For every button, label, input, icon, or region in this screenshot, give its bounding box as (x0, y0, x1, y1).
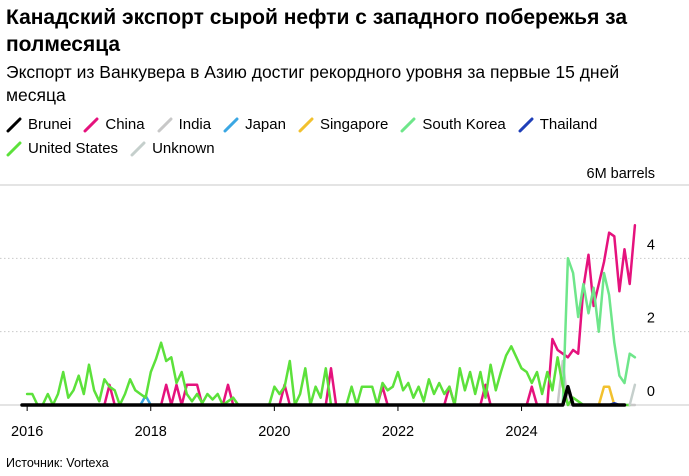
legend-item-thailand: Thailand (518, 115, 598, 135)
legend-swatch-singapore (298, 117, 314, 133)
legend-label-thailand: Thailand (539, 116, 598, 133)
series-lines (20, 224, 637, 407)
legend-swatch-united-states (6, 141, 22, 157)
legend-label-unknown: Unknown (152, 140, 215, 157)
y-tick-label-4: 4 (647, 237, 655, 253)
x-tick-label-2018: 2018 (135, 424, 167, 440)
x-tick-label-2022: 2022 (382, 424, 414, 440)
legend-item-singapore: Singapore (298, 115, 388, 135)
y-tick-label-2: 2 (647, 311, 655, 327)
legend-label-singapore: Singapore (319, 116, 389, 133)
series-line-china (20, 224, 637, 407)
x-tick-label-2024: 2024 (505, 424, 537, 440)
line-chart: 6M barrels 4 2 0 2016 2018 2020 2022 2024 (0, 166, 689, 440)
legend-item-brunei: Brunei (6, 115, 71, 135)
legend-swatch-south-korea (400, 117, 416, 133)
legend-label-japan: Japan (245, 116, 286, 133)
x-tick-label-2016: 2016 (11, 424, 43, 440)
legend-swatch-thailand (518, 117, 534, 133)
series-line-brunei (20, 384, 627, 407)
legend-swatch-japan (223, 117, 239, 133)
legend-swatch-unknown (130, 141, 146, 157)
legend-label-brunei: Brunei (28, 116, 72, 133)
legend-item-china: China (83, 115, 145, 135)
legend-item-japan: Japan (223, 115, 286, 135)
legend-label-south-korea: South Korea (422, 116, 506, 133)
legend-swatch-brunei (6, 117, 22, 133)
legend-swatch-india (157, 117, 173, 133)
legend-item-south-korea: South Korea (400, 115, 506, 135)
legend-item-unknown: Unknown (130, 139, 215, 159)
legend-label-china: China (105, 116, 145, 133)
series-line-united-states (25, 341, 631, 407)
legend-swatch-china (83, 117, 99, 133)
legend-label-united-states: United States (28, 140, 119, 157)
y-unit-label: 6M barrels (587, 166, 656, 182)
x-tick-label-2020: 2020 (258, 424, 290, 440)
chart-subtitle: Экспорт из Ванкувера в Азию достиг рекор… (6, 62, 620, 105)
series-line-unknown (628, 383, 637, 407)
legend-label-india: India (178, 116, 212, 133)
chart-title: Канадский экспорт сырой нефти с западног… (6, 6, 628, 56)
chart-legend: Brunei China India Japan Singapore South Kore… (6, 115, 676, 163)
y-tick-label-0: 0 (647, 384, 655, 400)
series-line-south-korea (561, 257, 637, 407)
series-line-singapore (597, 385, 616, 407)
source-note: Источник: Vortexa (6, 456, 109, 470)
axes: 6M barrels 4 2 0 2016 2018 2020 2022 2024 (11, 166, 655, 440)
legend-item-india: India (157, 115, 212, 135)
legend-item-united-states: United States (6, 139, 118, 159)
